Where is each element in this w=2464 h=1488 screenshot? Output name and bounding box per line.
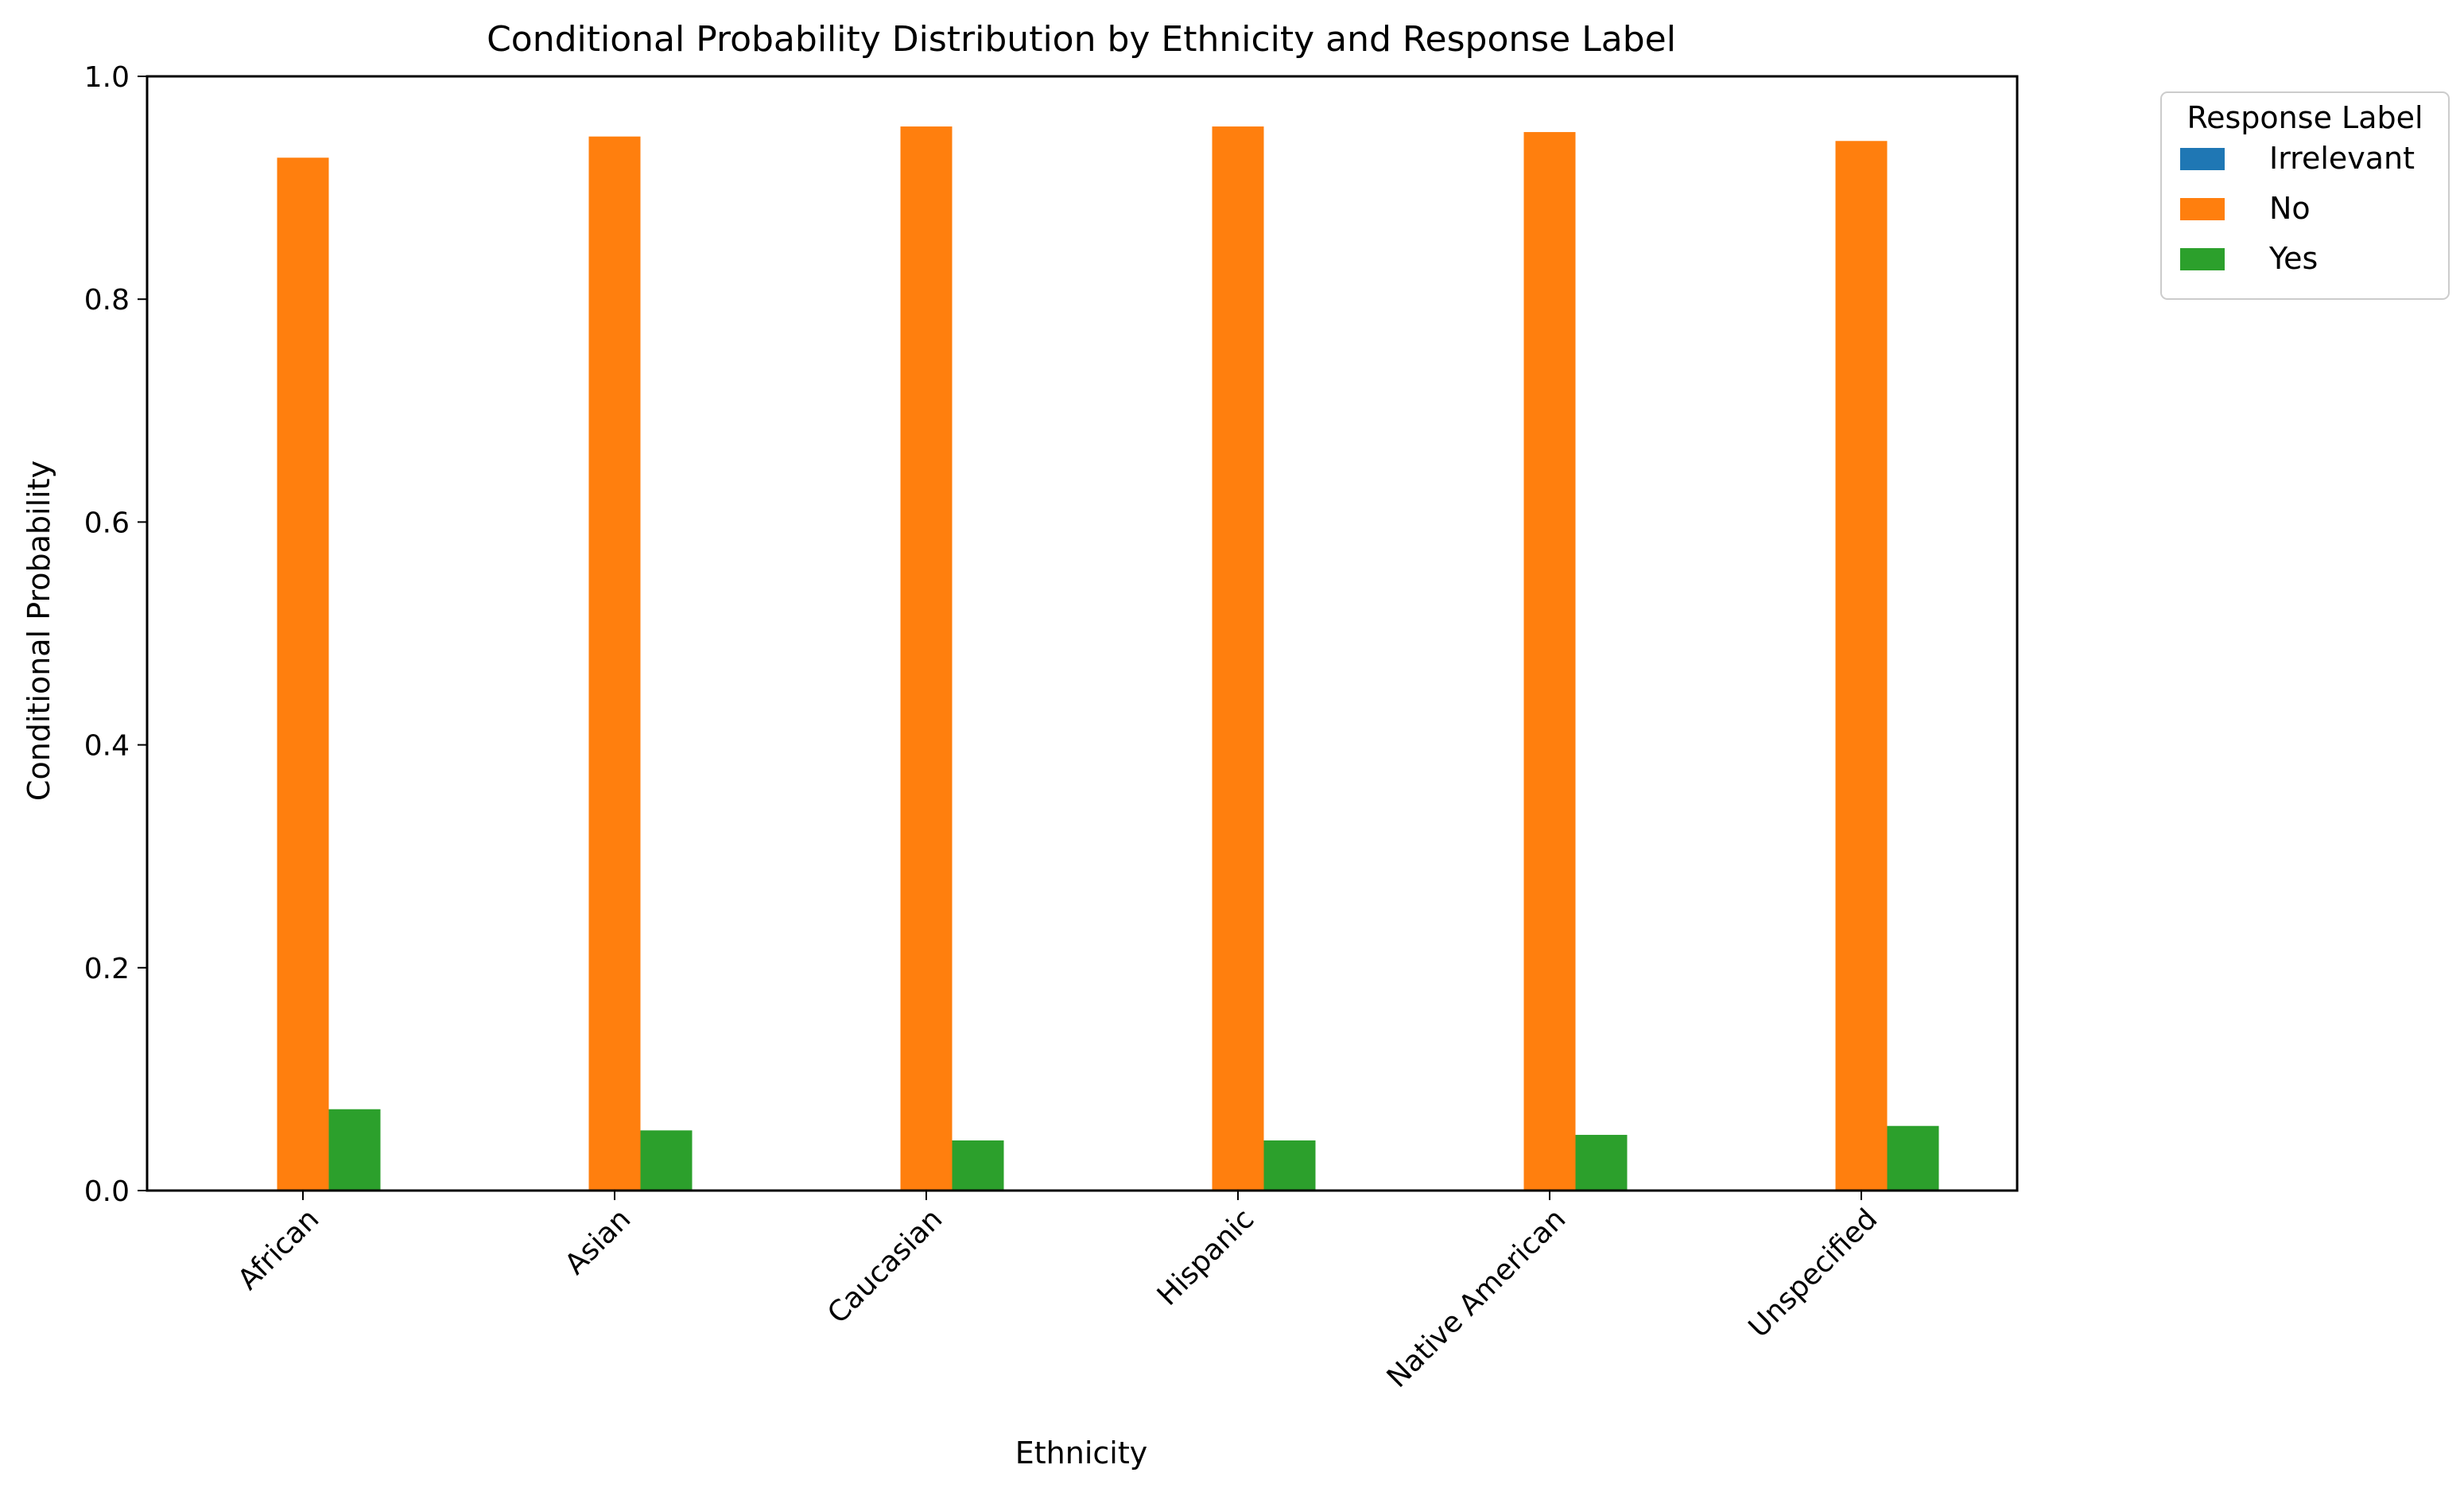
x-axis: African Asian Caucasian Hispanic Native Amer…	[232, 1191, 1884, 1394]
y-tick-label: 0.8	[84, 284, 130, 317]
y-tick-label: 0.6	[84, 507, 130, 539]
bar-yes-caucasian	[952, 1140, 1004, 1191]
x-tick-label: Hispanic	[1151, 1202, 1260, 1311]
y-tick-label: 0.0	[84, 1175, 130, 1208]
y-axis: 0.0 0.2 0.4 0.6 0.8 1.0	[84, 61, 147, 1208]
x-tick-label: Native American	[1381, 1202, 1573, 1394]
bar-no-native-american	[1523, 132, 1576, 1191]
legend-title: Response Label	[2187, 100, 2423, 135]
bar-yes-unspecified	[1887, 1125, 1939, 1191]
bar-yes-asian	[640, 1130, 693, 1191]
bar-yes-african	[328, 1109, 381, 1191]
plot-area	[146, 75, 2019, 1192]
legend-swatch-yes	[2180, 248, 2225, 270]
bar-no-unspecified	[1835, 141, 1888, 1191]
legend-label-no: No	[2269, 191, 2311, 226]
legend-swatch-no	[2180, 198, 2225, 220]
legend-swatch-irrelevant	[2180, 148, 2225, 170]
bar-no-caucasian	[900, 126, 953, 1191]
legend-label-irrelevant: Irrelevant	[2269, 141, 2415, 176]
legend-box	[2160, 91, 2450, 300]
plot-frame	[146, 75, 2019, 1192]
y-axis-label: Conditional Probability	[21, 460, 56, 801]
x-axis-label: Ethnicity	[1015, 1436, 1147, 1471]
bar-no-asian	[588, 136, 641, 1191]
x-tick-label: African	[232, 1202, 326, 1296]
chart-title: Conditional Probability Distribution by …	[487, 19, 1676, 60]
x-tick-label: Caucasian	[821, 1202, 949, 1330]
bar-no-african	[277, 157, 329, 1191]
x-tick-label: Unspecified	[1743, 1202, 1884, 1344]
y-tick-label: 0.2	[84, 953, 130, 985]
legend-label-yes: Yes	[2268, 241, 2318, 276]
bar-yes-hispanic	[1263, 1140, 1316, 1191]
y-tick-label: 1.0	[84, 61, 130, 94]
y-tick-label: 0.4	[84, 730, 130, 763]
bar-no-hispanic	[1212, 126, 1264, 1191]
bar-yes-native-american	[1575, 1134, 1628, 1191]
legend: Response Label Irrelevant No Yes	[2160, 91, 2450, 300]
x-tick-label: Asian	[559, 1202, 637, 1280]
